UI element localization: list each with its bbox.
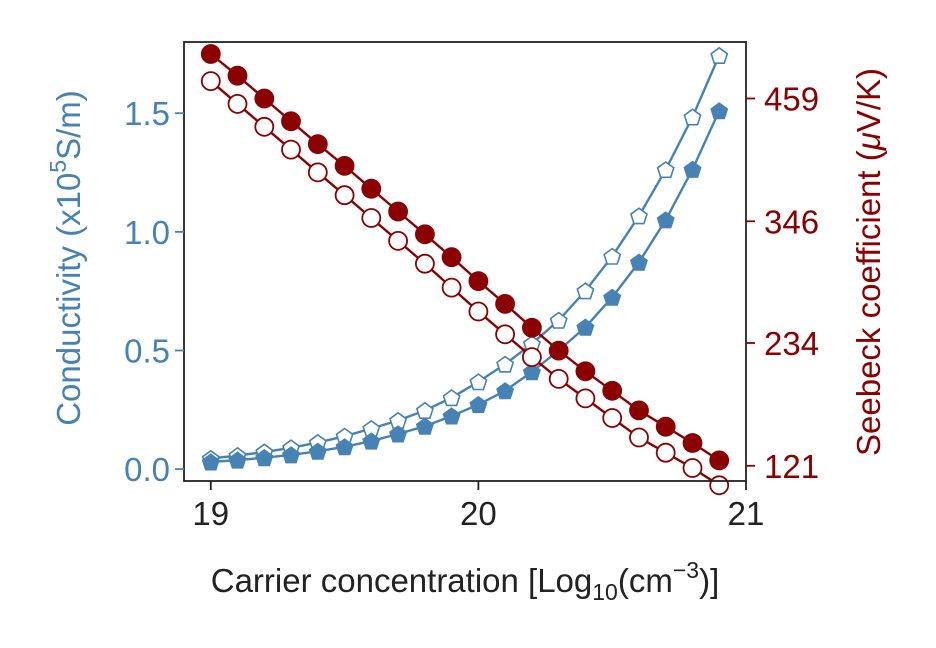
series-0-point-16 [629, 207, 648, 225]
series-0-point-15 [603, 247, 622, 265]
series-3-point-3 [281, 111, 301, 132]
series-3-point-11 [495, 293, 516, 314]
series-1-point-6 [362, 432, 381, 450]
series-2-point-13 [548, 368, 569, 389]
series-2-point-12 [522, 347, 542, 368]
series-2-point-11 [495, 324, 516, 345]
series-1-point-9 [442, 407, 461, 425]
series-2-point-6 [361, 208, 382, 228]
series-3-point-2 [254, 88, 275, 109]
series-1-point-4 [308, 442, 327, 460]
series-1-point-14 [576, 318, 595, 336]
series-0-point-8 [415, 401, 434, 420]
axis-ticks: 19 20 21 0.0 0.5 1.0 1.5 121 234 346 459 [124, 81, 819, 532]
series-1-point-2 [255, 449, 274, 467]
right-tick-label-2: 346 [764, 203, 819, 240]
series-0-point-11 [496, 355, 515, 373]
series-3-point-15 [602, 380, 623, 401]
series-2-point-9 [441, 277, 462, 298]
series-2-point-8 [414, 253, 435, 274]
right-axis-title-mu: μ [850, 132, 887, 151]
right-tick-label-0: 121 [764, 448, 819, 485]
series-1-point-11 [496, 382, 515, 400]
series-0-point-19 [710, 46, 729, 65]
series-2-point-5 [334, 185, 355, 206]
x-axis-title-end: )] [699, 562, 719, 599]
series-1-point-3 [282, 446, 301, 464]
series-2-point-2 [254, 116, 275, 137]
series-3-point-17 [655, 416, 676, 437]
series-2-point-17 [655, 442, 676, 463]
series-1-point-17 [656, 211, 675, 229]
series-3-point-4 [307, 134, 328, 155]
series-3-point-5 [334, 155, 355, 176]
series-3-point-18 [682, 433, 703, 453]
series-2-point-15 [602, 408, 623, 428]
series-3-point-12 [522, 317, 542, 338]
left-tick-label-1: 0.5 [124, 332, 170, 369]
series-1-point-12 [522, 363, 541, 381]
series-3-point-6 [361, 178, 382, 199]
plot-frame [183, 41, 747, 482]
x-tick-label-2: 21 [728, 495, 765, 532]
series-0-point-18 [683, 108, 702, 126]
left-axis-title-end: S/m) [50, 90, 87, 160]
series-1-point-7 [389, 425, 408, 443]
series-3-point-0 [200, 44, 221, 64]
series-3-point-8 [414, 224, 435, 245]
series-1-point-0 [201, 453, 220, 471]
series-2-point-16 [629, 427, 649, 448]
series-3-point-7 [388, 201, 409, 222]
series-0-point-17 [656, 161, 675, 179]
series-3-point-14 [575, 361, 596, 382]
series-1-point-18 [683, 160, 702, 178]
series-3-point-10 [468, 271, 489, 292]
right-axis-title: Seebeck coefficient (μV/K) [850, 68, 887, 456]
series-2-point-7 [388, 230, 409, 251]
right-axis-title-end: V/K) [850, 68, 887, 132]
series-0-point-9 [442, 389, 461, 407]
left-tick-label-0: 0.0 [124, 451, 170, 488]
x-axis-title-sup: −3 [673, 557, 699, 583]
series-2-point-10 [468, 301, 489, 322]
left-axis-title-main: Conductivity (x10 [50, 173, 87, 426]
left-axis-title-sup: 5 [45, 160, 71, 173]
right-tick-label-1: 234 [764, 325, 819, 362]
series-2-point-0 [200, 71, 221, 91]
x-axis-title: Carrier concentration [Log10(cm−3)] [211, 557, 720, 605]
series-1-point-8 [415, 417, 434, 435]
series-0-point-14 [576, 282, 595, 300]
series-2-point-14 [575, 388, 596, 409]
series-3-point-16 [629, 400, 649, 421]
series-1-point-1 [228, 451, 247, 469]
series-1-point-10 [469, 395, 488, 414]
series-3-point-13 [548, 340, 569, 361]
right-tick-label-3: 459 [764, 81, 819, 118]
series-1-point-5 [335, 438, 354, 456]
series-3-point-9 [441, 247, 462, 268]
x-tick-label-1: 20 [460, 495, 497, 532]
series-1-point-16 [629, 253, 648, 271]
series-3-point-1 [227, 65, 248, 86]
series-0-point-10 [469, 373, 488, 391]
series-3-point-19 [709, 450, 730, 471]
left-tick-label-2: 1.0 [124, 214, 170, 251]
left-axis-title: Conductivity (x105S/m) [45, 90, 87, 426]
series-2-point-19 [709, 475, 730, 496]
series-2-point-3 [281, 139, 301, 160]
left-tick-label-3: 1.5 [124, 95, 170, 132]
series-1-point-19 [710, 102, 729, 120]
series-2-point-4 [307, 162, 328, 183]
series-0-point-13 [549, 311, 568, 329]
series-2-point-1 [227, 94, 248, 114]
right-axis-title-main: Seebeck coefficient ( [850, 150, 887, 456]
x-axis-title-mid: (cm [618, 562, 673, 599]
x-axis-title-main: Carrier concentration [Log [211, 562, 593, 599]
x-axis-title-sub: 10 [592, 579, 618, 605]
series-1-point-15 [603, 288, 622, 306]
series-markers [200, 44, 730, 496]
x-tick-label-0: 19 [192, 495, 229, 532]
series-2-point-18 [682, 458, 703, 478]
